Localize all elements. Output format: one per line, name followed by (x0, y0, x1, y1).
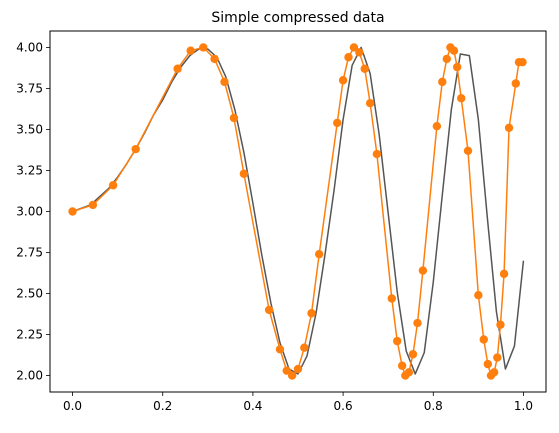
y-tick-label: 3.50 (16, 122, 43, 136)
series-2-point (418, 266, 428, 275)
series-2-point (108, 181, 118, 190)
series-2-point (511, 79, 520, 88)
y-tick-label: 2.50 (16, 287, 43, 301)
series-2-point (457, 94, 466, 103)
series-2-point (355, 48, 364, 57)
series-2-point (186, 46, 195, 55)
series-2-point (496, 320, 505, 329)
series-2-point (300, 343, 309, 352)
series-2-point (199, 43, 208, 52)
series-2-point (68, 207, 77, 216)
series-2-point (360, 64, 369, 73)
series-2-point (338, 76, 348, 85)
y-tick-label: 2.75 (16, 246, 43, 260)
series-2-point (210, 54, 219, 64)
series-2-point (349, 43, 359, 52)
series-2-point (239, 169, 249, 178)
y-axis: 2.00 2.25 2.50 2.75 3.00 3.25 3.50 3.75 4.00 (16, 40, 50, 383)
x-tick-label: 0.2 (153, 399, 172, 413)
series-2-point (518, 57, 527, 67)
series-2-point (88, 200, 98, 210)
y-tick-label: 2.25 (16, 328, 43, 342)
y-tick-label: 3.25 (16, 163, 43, 177)
series-2-point (372, 149, 382, 159)
series-2-point (479, 335, 488, 344)
series-2-line (72, 46, 523, 377)
plot-area (68, 43, 527, 380)
series-2-point (474, 290, 483, 300)
series-2-point (408, 350, 418, 359)
series-2-point (449, 46, 459, 55)
y-tick-label: 3.75 (16, 81, 43, 95)
series-2-point (333, 118, 342, 128)
x-tick-label: 0.0 (63, 399, 82, 413)
series-2-point (442, 54, 451, 64)
y-tick-label: 4.00 (16, 40, 43, 54)
series-2-point (499, 269, 509, 279)
x-tick-label: 0.8 (424, 399, 443, 413)
chart-title: Simple compressed data (211, 10, 384, 26)
series-2-point (393, 336, 402, 346)
x-tick-label: 0.4 (243, 399, 262, 413)
series-1-line (72, 46, 525, 375)
series-2-point (413, 318, 422, 328)
series-2-point (504, 123, 514, 133)
series-2-point (438, 77, 447, 87)
series-2-point (173, 64, 182, 73)
series-2-point (397, 361, 407, 370)
series-2-point (293, 364, 303, 374)
series-2-point (344, 53, 353, 62)
series-2-point (307, 309, 316, 318)
y-tick-label: 2.00 (16, 369, 43, 383)
series-2-point (275, 345, 285, 354)
series-2-point (314, 249, 324, 259)
series-2-point (387, 294, 396, 303)
series-2-point (365, 99, 375, 108)
series-2-point (489, 368, 499, 377)
series-2-point (452, 62, 462, 72)
series-2-point (220, 77, 229, 87)
series-2-point (229, 113, 239, 123)
series-2-point (493, 353, 502, 362)
series-2-point (287, 371, 297, 380)
x-tick-label: 1.0 (514, 399, 533, 413)
y-tick-label: 3.00 (16, 205, 43, 219)
x-axis: 0.0 0.2 0.4 0.6 0.8 1.0 (63, 392, 533, 413)
series-2-point (282, 366, 291, 375)
series-2-point (432, 121, 442, 131)
series-2-point (463, 146, 473, 155)
series-2-point (404, 368, 414, 377)
series-2-point (264, 305, 274, 315)
series-2-point (483, 359, 493, 369)
series-2-point (131, 144, 140, 154)
x-tick-label: 0.6 (334, 399, 353, 413)
